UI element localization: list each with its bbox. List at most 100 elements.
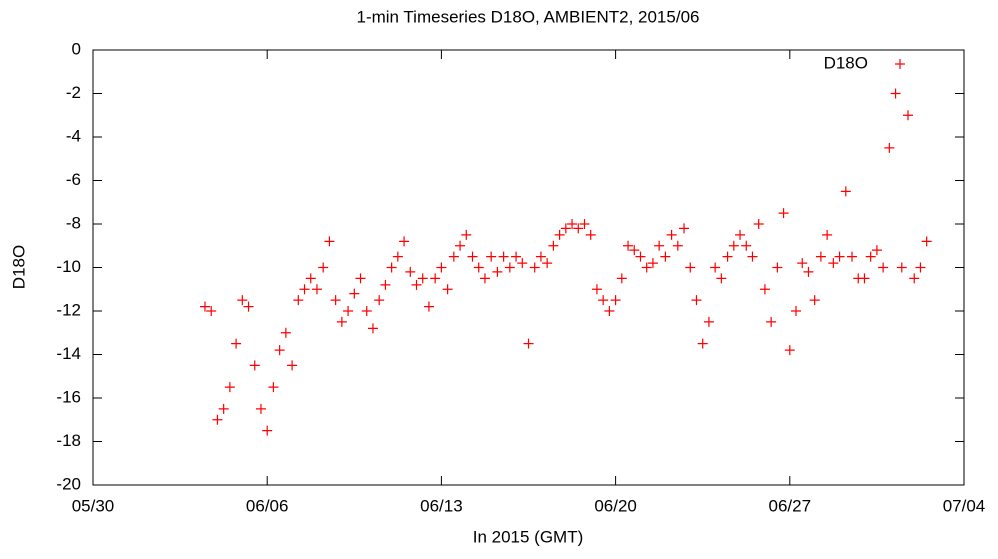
data-point — [448, 251, 459, 262]
data-point — [361, 306, 372, 316]
data-point — [629, 245, 640, 256]
data-point — [436, 262, 447, 273]
y-tick-label: -16 — [56, 387, 81, 406]
data-point — [467, 251, 478, 262]
data-point — [455, 240, 466, 251]
data-point — [828, 258, 839, 269]
data-point — [747, 251, 758, 262]
data-point — [753, 219, 764, 229]
data-point — [573, 223, 584, 234]
data-point — [710, 262, 721, 273]
data-point — [535, 251, 546, 262]
data-point — [255, 403, 266, 414]
data-point — [766, 316, 777, 327]
data-point — [224, 382, 235, 393]
data-point — [679, 223, 690, 234]
data-point — [815, 251, 826, 262]
data-point — [884, 142, 895, 153]
data-point — [249, 360, 260, 371]
data-point — [237, 295, 248, 306]
data-point — [604, 306, 615, 316]
data-point — [716, 273, 727, 284]
data-point — [579, 219, 590, 229]
data-point — [548, 240, 559, 251]
data-point — [691, 295, 702, 306]
data-point — [598, 295, 609, 306]
data-point — [355, 273, 366, 284]
data-point — [809, 295, 820, 306]
data-point — [274, 345, 285, 356]
y-tick-label: -14 — [56, 344, 81, 363]
data-point — [231, 338, 242, 349]
data-point — [529, 262, 540, 273]
data-point — [865, 251, 876, 262]
data-point — [759, 284, 770, 295]
y-tick-label: -20 — [56, 474, 81, 493]
data-point — [672, 240, 683, 251]
legend-label: D18O — [824, 53, 868, 72]
data-point — [218, 403, 229, 414]
data-point — [784, 345, 795, 356]
y-tick-label: -8 — [66, 213, 81, 232]
data-point — [324, 236, 335, 247]
data-point — [822, 229, 833, 240]
data-point — [847, 251, 858, 262]
data-point — [417, 273, 428, 284]
data-point — [735, 229, 746, 240]
data-point — [330, 295, 341, 306]
x-tick-label: 05/30 — [72, 496, 115, 515]
y-tick-label: 0 — [72, 39, 81, 58]
data-point — [430, 273, 441, 284]
data-point — [479, 273, 490, 284]
data-point — [212, 414, 223, 425]
data-point — [423, 301, 434, 312]
data-point — [287, 360, 298, 371]
data-point — [915, 262, 926, 273]
x-tick-label: 06/13 — [420, 496, 463, 515]
data-point — [871, 245, 882, 256]
data-point — [635, 251, 646, 262]
data-point — [511, 251, 522, 262]
data-point — [392, 251, 403, 262]
data-point — [280, 327, 291, 338]
x-tick-label: 06/20 — [594, 496, 637, 515]
data-point — [591, 284, 602, 295]
y-tick-label: -18 — [56, 431, 81, 450]
data-point — [654, 240, 665, 251]
data-point — [318, 262, 329, 273]
y-axis-label: D18O — [9, 245, 28, 289]
data-point — [517, 258, 528, 269]
data-point — [380, 279, 391, 290]
data-point — [492, 266, 503, 277]
data-point — [442, 284, 453, 295]
data-point — [336, 316, 347, 327]
data-point — [803, 266, 814, 277]
data-point — [666, 229, 677, 240]
data-point — [268, 382, 279, 393]
data-point — [685, 262, 696, 273]
data-point — [840, 186, 851, 197]
data-point — [616, 273, 627, 284]
data-point — [405, 266, 416, 277]
data-point — [797, 258, 808, 269]
y-tick-label: -12 — [56, 300, 81, 319]
data-point — [909, 273, 920, 284]
data-point — [791, 306, 802, 316]
data-point — [585, 229, 596, 240]
data-point — [647, 258, 658, 269]
data-point — [473, 262, 484, 273]
data-point — [567, 219, 578, 229]
data-point — [262, 425, 273, 436]
data-point — [349, 288, 360, 299]
data-point — [641, 262, 652, 273]
y-tick-label: -4 — [66, 126, 81, 145]
y-tick-label: -2 — [66, 83, 81, 102]
data-point — [542, 258, 553, 269]
data-point — [243, 301, 254, 312]
chart-title: 1-min Timeseries D18O, AMBIENT2, 2015/06 — [357, 7, 700, 26]
data-point — [903, 110, 914, 121]
data-point — [523, 338, 534, 349]
data-point — [896, 262, 907, 273]
